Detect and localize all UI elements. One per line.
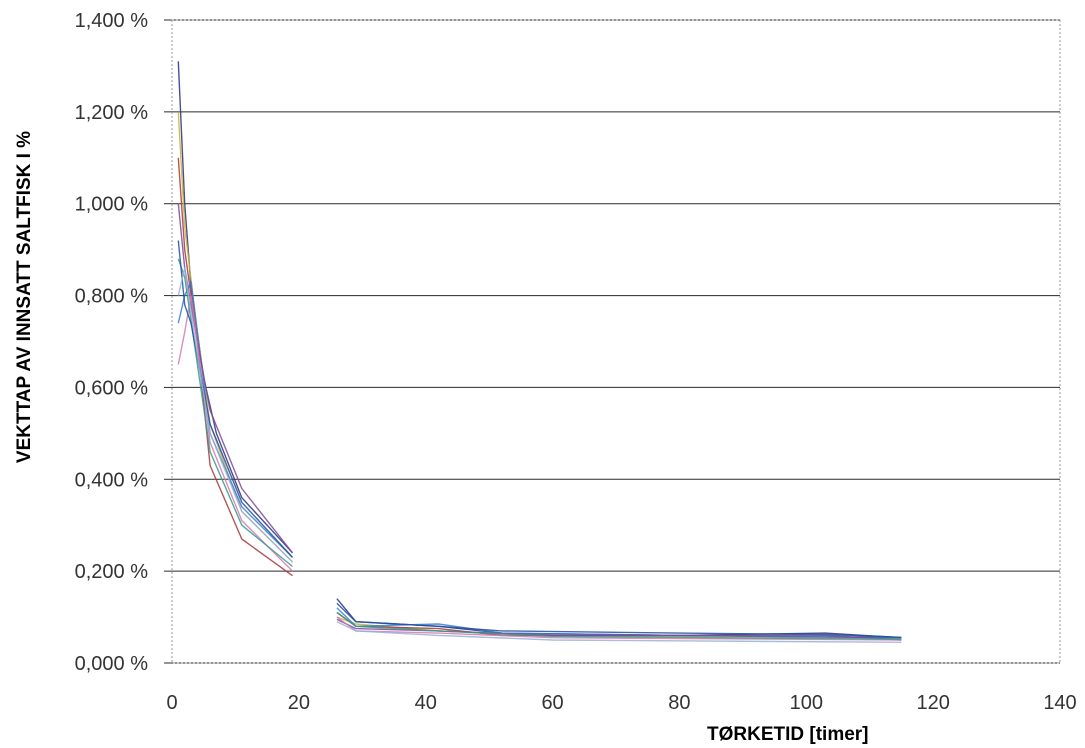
series-6-segment-1 (177, 294, 293, 572)
series-9-segment-2 (336, 621, 902, 643)
y-axis-title: VEKTTAP AV INNSATT SALTFISK I % (14, 131, 35, 463)
series-3-segment-1 (177, 157, 293, 577)
grid-layer (164, 19, 1060, 664)
series-7-segment-1 (177, 258, 293, 568)
plot-area-frame (171, 19, 1061, 664)
series-8-segment-2 (336, 602, 902, 638)
series-9-segment-1 (177, 267, 293, 563)
x-axis-tick-labels: 0 20 40 60 80 100 120 140 (166, 692, 1076, 714)
x-tick-label-2: 40 (415, 692, 437, 714)
y-tick-label-2: 0,400 % (75, 469, 149, 491)
series-7-segment-2 (336, 611, 902, 640)
y-tick-label-1: 0,200 % (75, 561, 149, 583)
series-6-segment-2 (336, 616, 902, 641)
x-tick-label-3: 60 (541, 692, 563, 714)
x-tick-label-5: 100 (790, 692, 823, 714)
y-tick-label-4: 0,800 % (75, 286, 149, 308)
x-tick-label-6: 120 (916, 692, 949, 714)
x-tick-label-1: 20 (288, 692, 310, 714)
y-tick-label-3: 0,600 % (75, 377, 149, 399)
y-axis-tick-labels: 0,000 % 0,200 % 0,400 % 0,600 % 0,800 % 1,000… (75, 10, 149, 675)
y-tick-label-0: 0,000 % (75, 653, 149, 675)
x-axis-title: TØRKETID [timer] (707, 724, 869, 745)
series-5-segment-1 (177, 203, 294, 554)
y-tick-label-6: 1,200 % (75, 102, 149, 124)
y-tick-label-7: 1,400 % (75, 10, 149, 32)
x-tick-label-0: 0 (166, 692, 177, 714)
y-tick-label-5: 1,000 % (75, 194, 149, 216)
x-tick-label-7: 140 (1043, 692, 1076, 714)
series-layer (177, 61, 902, 643)
x-tick-label-4: 80 (668, 692, 690, 714)
